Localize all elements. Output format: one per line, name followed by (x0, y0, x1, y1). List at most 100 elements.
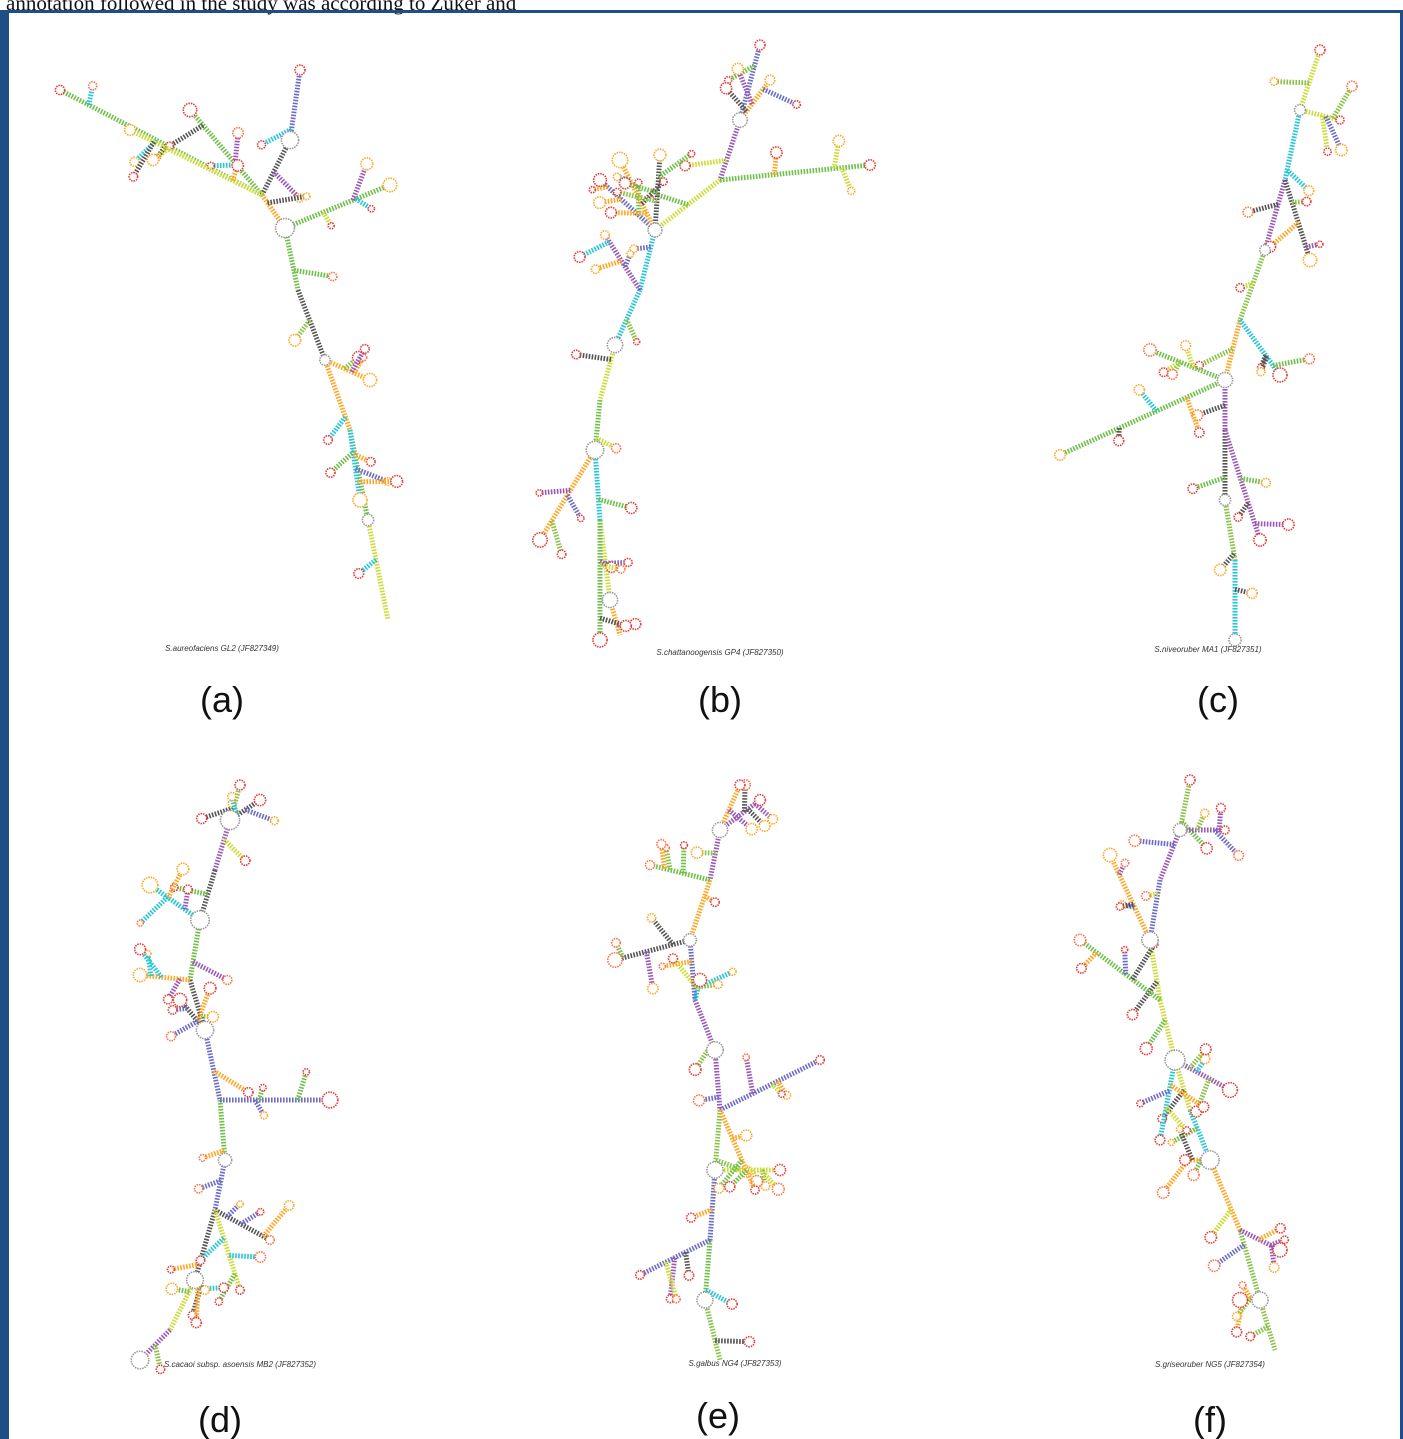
loop (1185, 775, 1195, 785)
helix (267, 196, 306, 203)
loop (1273, 1243, 1287, 1257)
helix (170, 125, 203, 146)
loop (257, 1208, 263, 1214)
loop (1176, 1126, 1182, 1132)
loop (237, 1201, 243, 1207)
loop (228, 792, 236, 800)
loop (1221, 826, 1229, 834)
loop (284, 1201, 293, 1210)
loop (260, 1084, 267, 1091)
loop (1165, 1050, 1185, 1070)
loop (1254, 534, 1266, 546)
loop (648, 983, 658, 993)
helix (705, 1300, 720, 1360)
loop (1270, 78, 1278, 86)
panel-label: (b) (698, 679, 742, 720)
loop (572, 350, 581, 359)
loop (244, 1088, 253, 1097)
loop (626, 502, 637, 513)
helix (1270, 223, 1298, 247)
loop (1234, 513, 1242, 521)
loop (691, 847, 702, 858)
helix (193, 962, 227, 980)
loop (594, 197, 606, 209)
loop (361, 345, 370, 354)
loop (258, 141, 266, 149)
loop (1200, 1044, 1211, 1055)
loop (725, 1182, 735, 1192)
loop (1200, 1054, 1209, 1063)
helix (1133, 982, 1157, 1015)
helix (274, 172, 300, 198)
loop (1283, 519, 1294, 530)
figure: S.aureofaciens GL2 (JF827349) S.chattano… (0, 0, 1403, 1439)
loop (659, 963, 665, 969)
loop (720, 83, 731, 94)
helix (615, 940, 690, 960)
loop (1127, 1009, 1137, 1019)
loop (772, 1183, 784, 1195)
helix (190, 110, 262, 195)
loop (383, 178, 397, 192)
loop (1262, 478, 1271, 487)
helix (710, 1170, 715, 1240)
helix (1285, 110, 1300, 180)
loop (620, 620, 631, 631)
loop (220, 810, 239, 829)
helix (690, 880, 710, 940)
loop (755, 40, 765, 50)
helix (140, 897, 167, 923)
loop (197, 814, 207, 824)
loop (271, 817, 279, 825)
loop (746, 823, 757, 834)
loop (714, 980, 722, 988)
loop (1116, 903, 1123, 910)
loop (135, 944, 146, 955)
helix (842, 168, 852, 191)
loop (391, 476, 403, 488)
loop (634, 339, 640, 345)
loop (774, 1164, 785, 1175)
loop (778, 1091, 785, 1098)
helix (652, 918, 673, 945)
loop (732, 63, 743, 74)
loop (303, 193, 310, 200)
loop (1055, 450, 1065, 460)
helix (368, 520, 388, 620)
loop (1273, 368, 1287, 382)
loop (1246, 1332, 1254, 1340)
loop (1188, 1170, 1199, 1181)
loop (187, 1272, 204, 1289)
loop (1074, 934, 1086, 946)
helix (552, 521, 562, 555)
loop (363, 373, 376, 386)
loop (606, 207, 617, 218)
loop (1201, 1151, 1219, 1169)
loop (657, 840, 666, 849)
loop (735, 780, 745, 790)
loop (848, 187, 855, 194)
loop (602, 592, 617, 607)
loop (557, 550, 565, 558)
helix (1199, 349, 1232, 365)
loop (1114, 436, 1124, 446)
loop (191, 911, 210, 930)
loop (1077, 964, 1087, 974)
helix (540, 450, 595, 540)
helix (330, 451, 354, 472)
loop (1195, 428, 1204, 437)
loop (574, 252, 585, 263)
loop (1201, 843, 1212, 854)
caption: S.griseoruber NG5 (JF827354) (1155, 1360, 1265, 1369)
loop (125, 125, 136, 136)
loop (1168, 370, 1178, 380)
loop (765, 75, 775, 85)
loop (1121, 859, 1128, 866)
panel-label: (c) (1197, 679, 1239, 720)
loop (617, 565, 625, 573)
helix (650, 865, 710, 880)
loop (322, 1092, 338, 1108)
loop (865, 160, 875, 170)
loop (168, 1006, 177, 1015)
loop (711, 898, 719, 906)
